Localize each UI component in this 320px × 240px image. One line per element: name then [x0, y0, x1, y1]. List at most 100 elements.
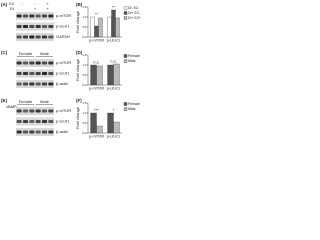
- blot-band: [22, 35, 29, 39]
- blot-band: [16, 82, 22, 86]
- treatment-sign: -: [22, 1, 24, 6]
- significance: ***: [94, 108, 99, 113]
- treatment-sign: -: [34, 1, 36, 6]
- blot-band: [16, 120, 22, 123]
- blot-band: [16, 109, 22, 113]
- legend-label: Female: [128, 54, 140, 58]
- y-tick-label: 1.5: [82, 5, 87, 9]
- blot-band: [16, 130, 22, 134]
- blot-band: [22, 25, 29, 28]
- bar: [96, 65, 103, 86]
- row-label: β-actin: [56, 81, 68, 86]
- x-tick-label: p-mTOR: [89, 134, 104, 139]
- bar: [113, 63, 120, 86]
- treatment-sign: +: [46, 1, 49, 6]
- blot-band: [22, 130, 29, 134]
- blot-band: [48, 72, 54, 75]
- blot-band: [16, 14, 22, 18]
- blot-band: [22, 82, 29, 86]
- blot-band: [29, 72, 35, 75]
- blot-band: [22, 72, 29, 75]
- panel-label: (A): [1, 2, 8, 7]
- row-label: p-ULK1: [56, 24, 70, 29]
- treatment-name: E2: [9, 1, 15, 6]
- blot-band: [35, 35, 41, 39]
- bar: [98, 17, 103, 38]
- blot-band: [22, 14, 29, 18]
- blot-band: [48, 35, 54, 39]
- treatment-name: DI: [10, 6, 14, 11]
- y-axis-label: Fold change: [75, 106, 80, 129]
- blot-band: [22, 61, 29, 65]
- blot-strip: [16, 33, 54, 41]
- treatment-sign: +: [46, 6, 49, 11]
- blot-band: [16, 61, 22, 65]
- blot-band: [41, 82, 48, 86]
- x-tick-label: p-ULK1: [107, 86, 121, 91]
- legend-swatch: [123, 11, 128, 15]
- blot-band: [48, 109, 54, 113]
- legend-label: DI+ E2+: [128, 16, 141, 20]
- blot-band: [35, 82, 41, 86]
- bar: [90, 112, 97, 134]
- treatment-sign: +: [34, 6, 37, 11]
- blot-band: [16, 25, 22, 28]
- blot-band: [48, 82, 54, 86]
- blot-band: [29, 14, 35, 18]
- legend-swatch: [123, 6, 128, 10]
- blot-band: [48, 25, 54, 28]
- blot-band: [35, 25, 41, 28]
- significance: **: [95, 12, 99, 17]
- blot-strip: [16, 12, 54, 20]
- blot-band: [35, 130, 41, 134]
- blot-strip: [16, 59, 54, 67]
- blot-band: [16, 72, 22, 75]
- x-tick-label: p-mTOR: [89, 38, 104, 43]
- legend-swatch: [123, 16, 128, 20]
- blot-strip: [16, 22, 54, 31]
- group-label: Female: [19, 99, 33, 104]
- blot-band: [41, 61, 48, 65]
- blot-band: [35, 14, 41, 18]
- y-tick-label: 1.0: [82, 111, 87, 115]
- blot-band: [41, 14, 48, 18]
- blot-band: [29, 61, 35, 65]
- blot-band: [29, 120, 35, 123]
- blot-band: [22, 120, 29, 123]
- treatment-sign: -: [22, 6, 24, 11]
- blot-band: [29, 82, 35, 86]
- y-tick-label: 0.0: [82, 35, 87, 39]
- group-label: Male: [40, 99, 49, 104]
- y-tick-label: 1.5: [82, 53, 87, 57]
- bar: [107, 16, 112, 38]
- row-label: p-mTOR: [56, 13, 71, 18]
- panel-label: (B): [76, 2, 83, 7]
- blot-band: [29, 25, 35, 28]
- legend-swatch: [123, 59, 128, 63]
- significance: *: [113, 108, 115, 113]
- blot-strip: [16, 117, 54, 126]
- bar: [107, 112, 114, 134]
- bar: [113, 121, 120, 134]
- legend-label: Male: [128, 107, 136, 111]
- blot-band: [29, 109, 35, 113]
- blot-band: [48, 14, 54, 18]
- row-label: p-mTOR: [56, 108, 71, 113]
- blot-band: [41, 72, 48, 75]
- page: (A) E2- - + DI - + + p-mTOR p-ULK1 GAPDH (C) Female M…: [1, 1, 141, 139]
- significance: n.s.: [110, 59, 116, 64]
- row-label: GAPDH: [56, 34, 70, 39]
- blot-band: [41, 130, 48, 134]
- blot-band: [48, 130, 54, 134]
- panel-label: (E): [1, 98, 8, 103]
- blot-band: [41, 25, 48, 28]
- group-label: Male: [40, 51, 49, 56]
- x-tick-label: p-mTOR: [89, 86, 104, 91]
- blot-band: [35, 61, 41, 65]
- bar: [107, 64, 114, 86]
- bar: [94, 25, 99, 38]
- row-label: p-ULK1: [56, 119, 70, 124]
- bar: [90, 64, 97, 86]
- row-label: p-mTOR: [56, 60, 71, 65]
- legend-label: DI+ E2-: [128, 11, 141, 15]
